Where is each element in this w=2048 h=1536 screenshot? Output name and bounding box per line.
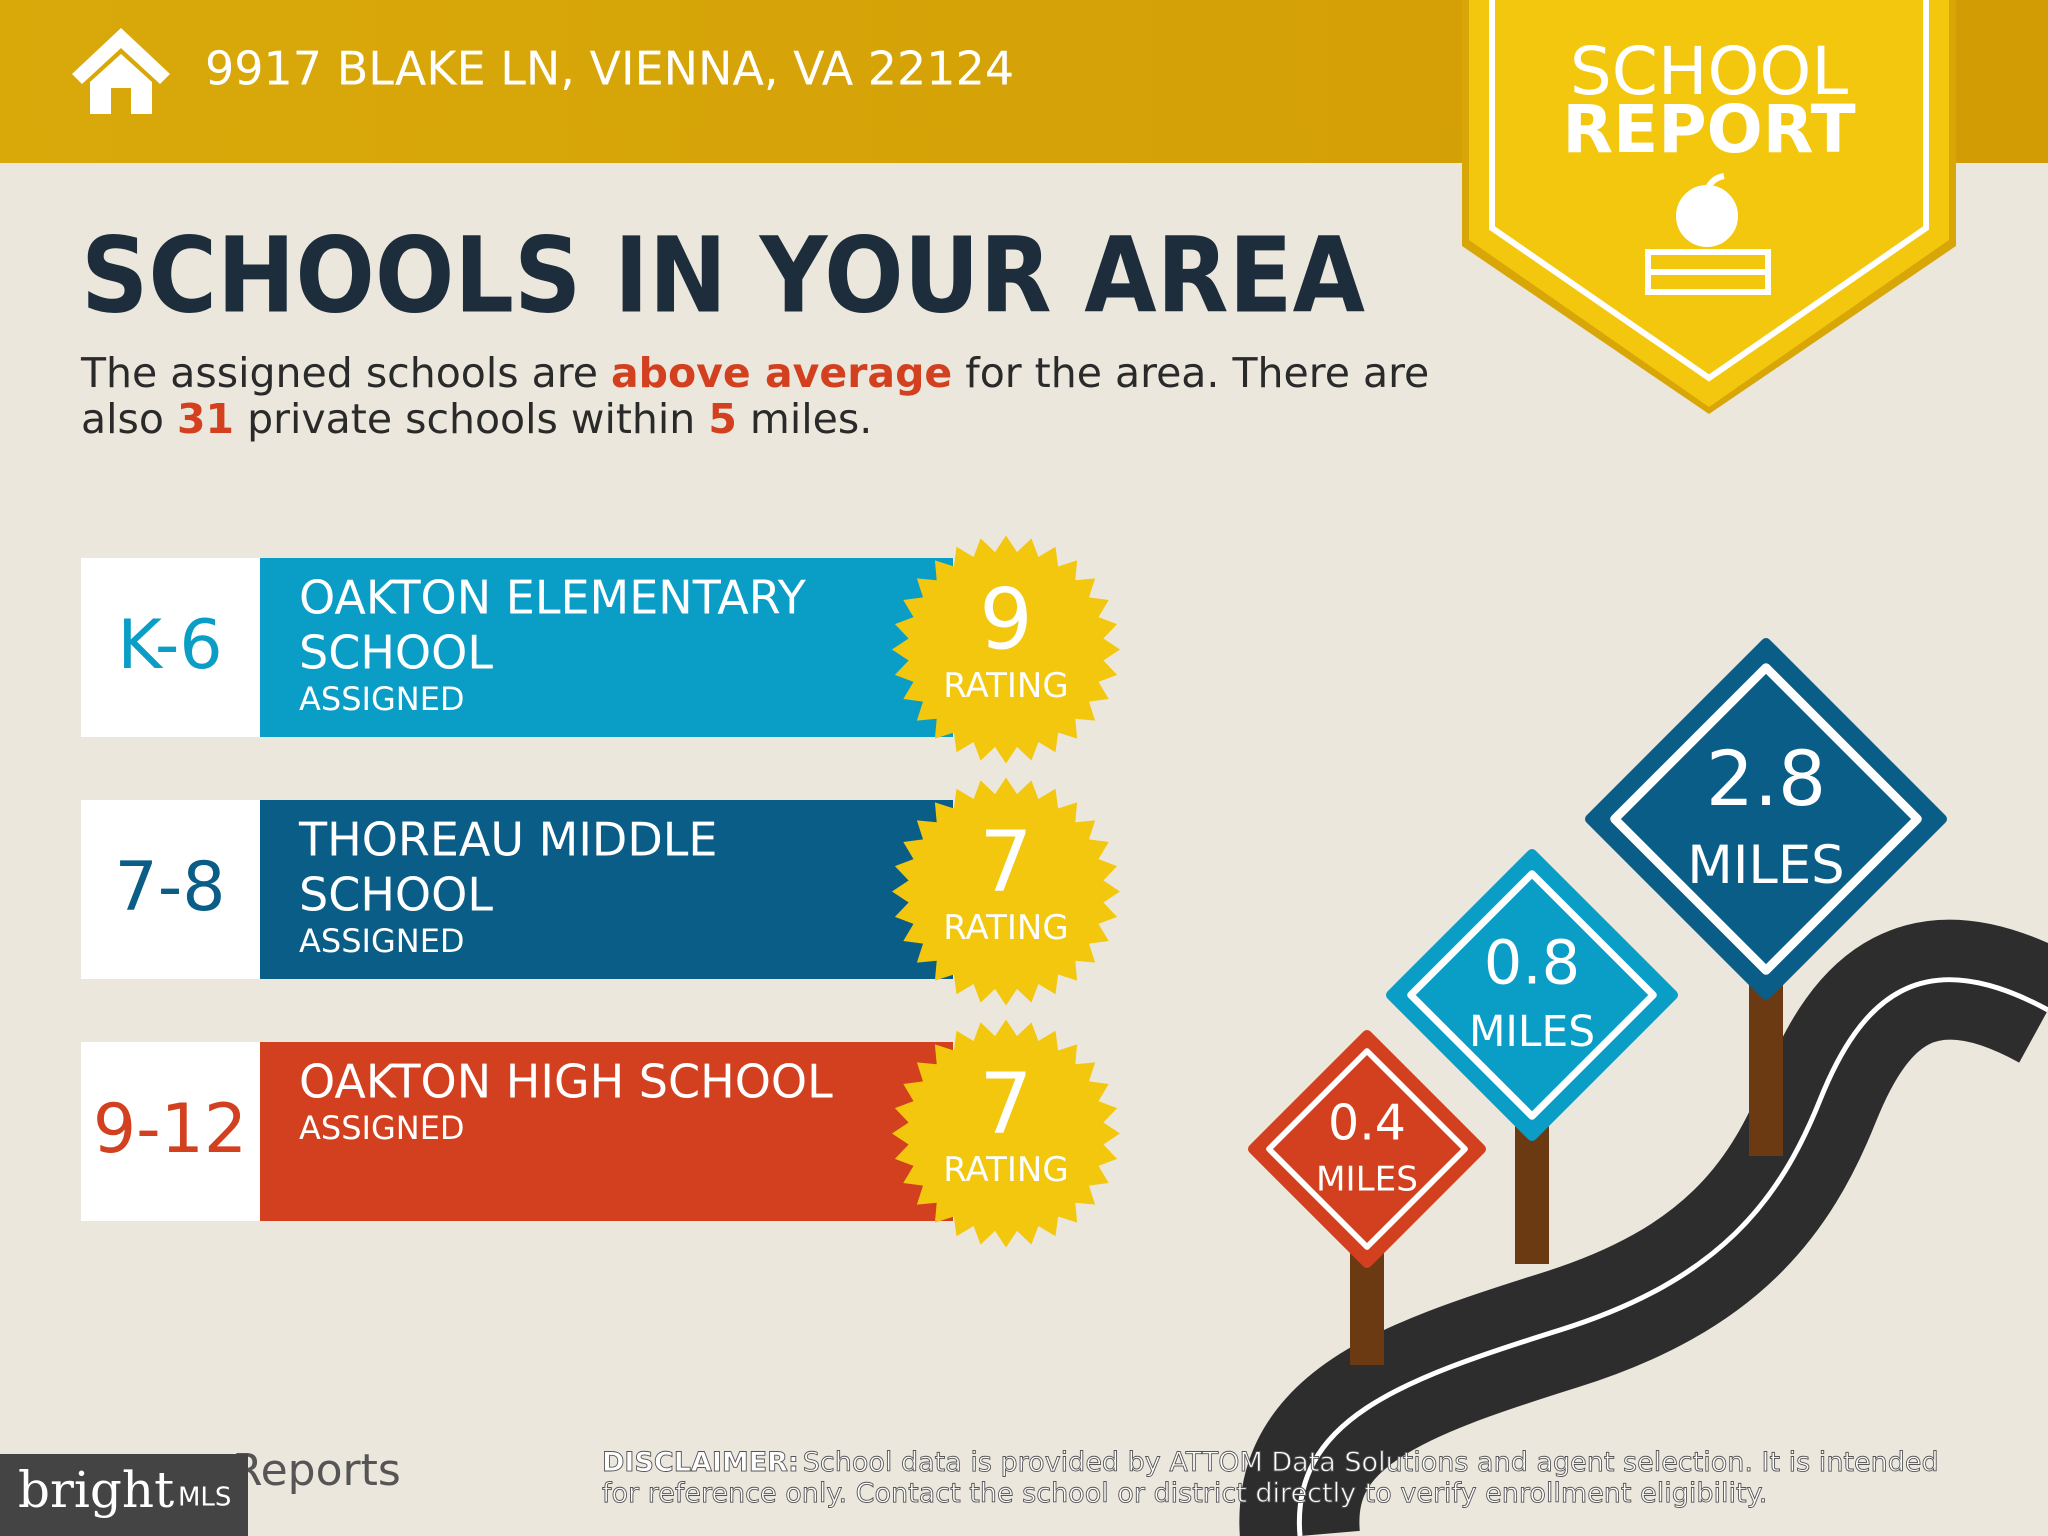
school-bar: [260, 1042, 953, 1221]
sign-border: [1266, 1048, 1468, 1250]
reports-text: Reports: [232, 1445, 401, 1496]
grade: K-6: [117, 606, 222, 685]
road: [1239, 919, 2048, 1536]
intro-text: private schools within: [234, 395, 708, 443]
book: [1645, 269, 1771, 295]
heading: SCHOOLS IN YOUR AREA: [81, 214, 1365, 336]
sign-face: [1585, 638, 1947, 1000]
sign-post: [1749, 985, 1783, 1156]
rating-label: RATING: [943, 908, 1068, 948]
rating-badge: [892, 777, 1120, 1006]
school-status: ASSIGNED: [299, 1109, 465, 1147]
school-status: ASSIGNED: [299, 680, 465, 718]
grade: 9-12: [93, 1090, 247, 1169]
sign-face: [1386, 849, 1678, 1141]
rating-label: RATING: [943, 666, 1068, 706]
school-name: OAKTON ELEMENTARY: [299, 571, 807, 625]
disclaimer: DISCLAIMER: School data is provided by AT…: [602, 1446, 1940, 1509]
distance-sign: 0.8 MILES: [1386, 849, 1678, 1264]
logo-box: [0, 1454, 248, 1536]
intro-highlight: above average: [611, 349, 952, 397]
apple-stem: [1704, 173, 1725, 192]
apple-books-icon: [1645, 173, 1771, 295]
school-name: OAKTON HIGH SCHOOL: [299, 1055, 833, 1109]
intro: The assigned schools are above average f…: [80, 349, 1429, 443]
intro-highlight: 5: [708, 395, 737, 443]
badge-text: SCHOOL: [1570, 33, 1849, 110]
rating: 7: [979, 812, 1032, 910]
disclaimer-line: for reference only. Contact the school o…: [602, 1478, 1767, 1509]
disclaimer-text: School data is provided by ATTOM Data So…: [803, 1447, 1939, 1478]
school-name: SCHOOL: [299, 626, 493, 680]
disclaimer-text: for reference only. Contact the school o…: [602, 1478, 1767, 1509]
disclaimer-label: DISCLAIMER:: [602, 1447, 799, 1478]
address: 9917 BLAKE LN, VIENNA, VA 22124: [205, 42, 1014, 96]
school-bar: [260, 800, 953, 979]
disclaimer-line: DISCLAIMER: School data is provided by AT…: [602, 1447, 1939, 1478]
intro-text: for the area. There are: [952, 349, 1429, 397]
sign-distance: 2.8: [1706, 735, 1826, 823]
rating: 7: [979, 1054, 1032, 1152]
grade-box: [81, 558, 260, 737]
intro-text: The assigned schools are: [80, 349, 611, 397]
distance-signs: 0.4 MILES 0.8 MILES 2.8 MILES: [1248, 638, 1947, 1365]
sign-distance: 0.4: [1328, 1094, 1406, 1152]
school-bar: [260, 558, 953, 737]
sign-unit: MILES: [1316, 1159, 1418, 1199]
apple: [1676, 185, 1738, 247]
road-line: [1296, 977, 2048, 1536]
rating-label: RATING: [943, 1150, 1068, 1190]
grade: 7-8: [114, 848, 225, 927]
sign-distance: 0.8: [1484, 928, 1580, 998]
intro-line: The assigned schools are above average f…: [80, 349, 1429, 397]
school-name: SCHOOL: [299, 868, 493, 922]
sign-face: [1248, 1030, 1486, 1268]
sign-post: [1350, 1253, 1384, 1365]
intro-text: also: [81, 395, 177, 443]
rating: 9: [979, 570, 1032, 668]
intro-text: miles.: [737, 395, 872, 443]
intro-line: also 31 private schools within 5 miles.: [81, 395, 872, 443]
school-name: THOREAU MIDDLE: [298, 813, 717, 867]
rating-badge: [892, 535, 1120, 764]
grade-box: [81, 1042, 260, 1221]
logo-word: bright: [18, 1461, 174, 1519]
sign-unit: MILES: [1469, 1007, 1595, 1056]
distance-sign: 0.4 MILES: [1248, 1030, 1486, 1365]
logo-suffix: MLS: [178, 1483, 231, 1513]
house-icon: [72, 28, 170, 114]
badge-text: REPORT: [1562, 91, 1855, 168]
sign-post: [1515, 1126, 1549, 1264]
sign-border: [1610, 663, 1922, 975]
badge-border: [1489, 0, 1929, 382]
school-status: ASSIGNED: [299, 922, 465, 960]
sign-border: [1407, 870, 1657, 1120]
intro-highlight: 31: [177, 395, 234, 443]
distance-sign: 2.8 MILES: [1585, 638, 1947, 1156]
rating-badge: [892, 1019, 1120, 1248]
sign-unit: MILES: [1687, 835, 1844, 896]
grade-box: [81, 800, 260, 979]
